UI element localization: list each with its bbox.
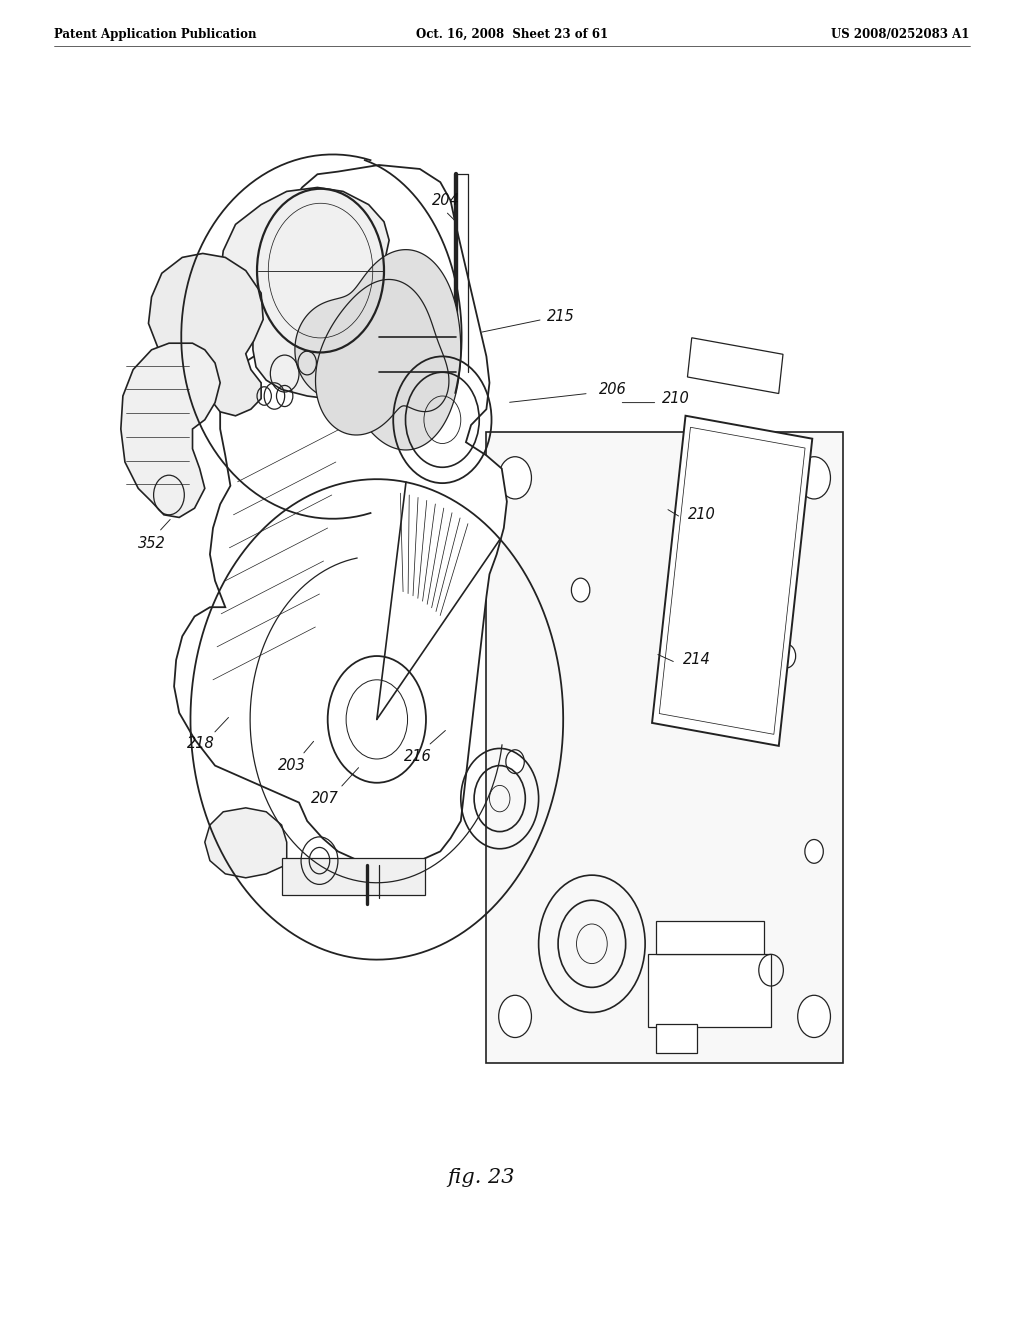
Polygon shape: [174, 165, 507, 865]
Polygon shape: [148, 253, 263, 416]
Polygon shape: [295, 249, 461, 450]
Bar: [656, 921, 764, 954]
Bar: [282, 858, 425, 895]
Text: 216: 216: [403, 748, 432, 764]
FancyBboxPatch shape: [652, 416, 812, 746]
Text: 210: 210: [662, 391, 690, 407]
Polygon shape: [220, 187, 456, 399]
Bar: [687, 338, 783, 393]
Text: 210: 210: [687, 507, 716, 523]
Polygon shape: [121, 343, 220, 517]
Text: 218: 218: [186, 735, 215, 751]
FancyBboxPatch shape: [659, 428, 805, 734]
Text: Patent Application Publication: Patent Application Publication: [54, 28, 257, 41]
Circle shape: [798, 995, 830, 1038]
Text: 204: 204: [431, 193, 460, 209]
Text: 203: 203: [278, 758, 306, 774]
Text: US 2008/0252083 A1: US 2008/0252083 A1: [831, 28, 970, 41]
Text: 215: 215: [547, 309, 575, 325]
Text: 206: 206: [598, 381, 627, 397]
Circle shape: [805, 840, 823, 863]
Text: 214: 214: [682, 652, 711, 668]
Text: 207: 207: [310, 791, 339, 807]
Bar: [656, 1024, 697, 1053]
Bar: [648, 954, 771, 1027]
Circle shape: [499, 995, 531, 1038]
Polygon shape: [205, 808, 287, 878]
Text: 352: 352: [137, 536, 166, 552]
Text: fig. 23: fig. 23: [447, 1168, 515, 1187]
Circle shape: [571, 578, 590, 602]
Circle shape: [499, 457, 531, 499]
Circle shape: [777, 644, 796, 668]
Circle shape: [506, 750, 524, 774]
Bar: [486, 432, 843, 1063]
Text: Oct. 16, 2008  Sheet 23 of 61: Oct. 16, 2008 Sheet 23 of 61: [416, 28, 608, 41]
Polygon shape: [315, 280, 449, 436]
Circle shape: [798, 457, 830, 499]
